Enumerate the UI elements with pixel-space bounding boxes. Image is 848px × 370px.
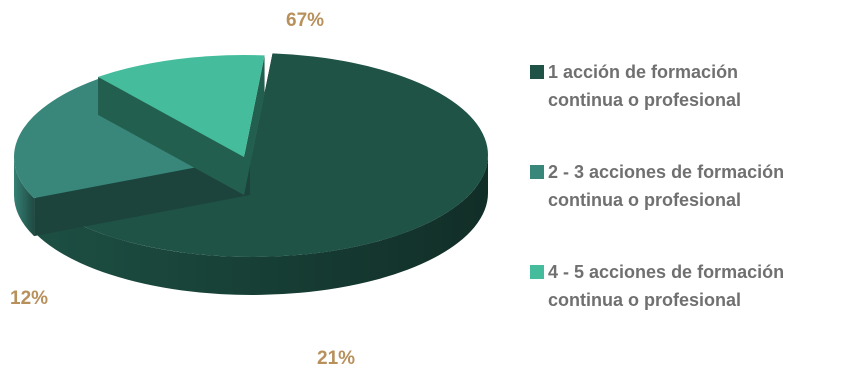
legend-swatch-2 (530, 165, 544, 179)
chart-legend: 1 acción de formación continua o profesi… (530, 58, 848, 358)
legend-label-1: 1 acción de formación continua o profesi… (548, 62, 742, 110)
legend-label-2: 2 - 3 acciones de formación continua o p… (548, 162, 785, 210)
pie-slice-cut (98, 76, 244, 195)
legend-item-2: 2 - 3 acciones de formación continua o p… (530, 158, 848, 258)
pie-slice-top (14, 76, 251, 199)
pie-slice-3 (98, 55, 265, 196)
pie-slice-side (36, 155, 489, 295)
legend-swatch-1 (530, 65, 544, 79)
pie-slice-side (13, 157, 35, 237)
data-label-slice-2: 21% (317, 348, 356, 369)
pie-slice-top (98, 55, 265, 158)
legend-item-1: 1 acción de formación continua o profesi… (530, 58, 848, 158)
data-label-slice-1: 67% (286, 10, 325, 31)
pie-chart (13, 53, 489, 295)
legend-item-3: 4 - 5 acciones de formación continua o p… (530, 258, 848, 358)
legend-label-3: 4 - 5 acciones de formación continua o p… (548, 262, 785, 310)
legend-swatch-3 (530, 265, 544, 279)
pie-slice-cut (244, 55, 265, 196)
pie-slice-cut (34, 157, 250, 237)
data-label-slice-3: 12% (10, 288, 49, 309)
